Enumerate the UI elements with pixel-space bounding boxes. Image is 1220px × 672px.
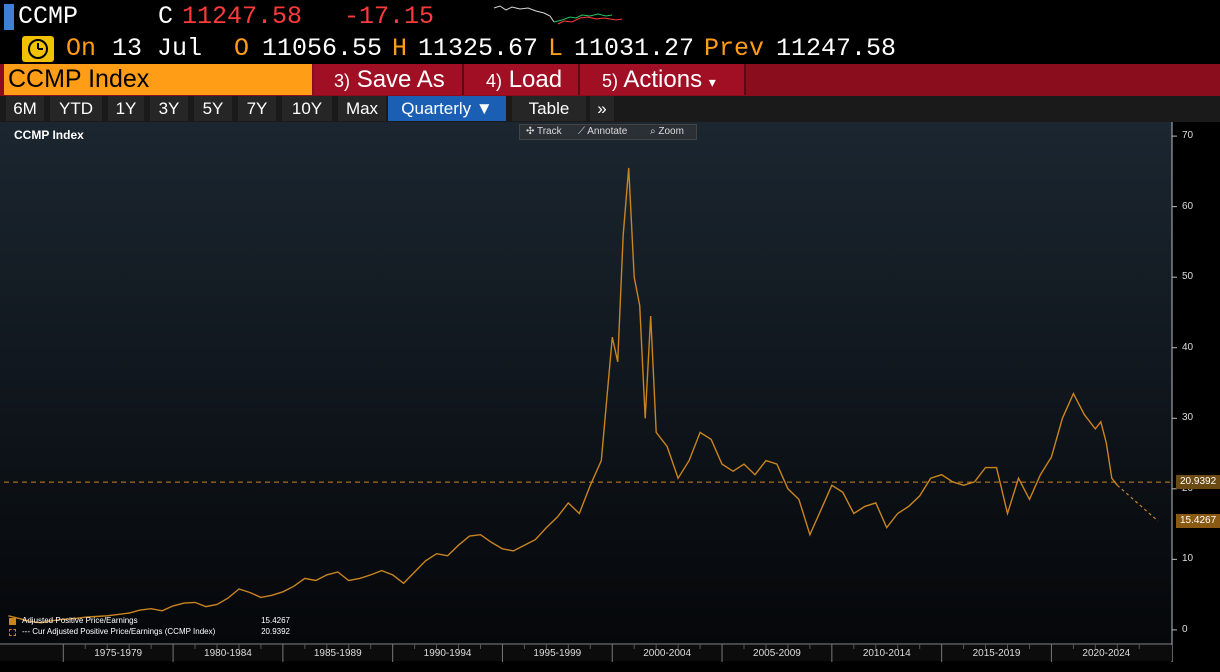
- frequency-dropdown[interactable]: Quarterly ▼: [388, 96, 506, 121]
- close-label: C: [158, 2, 174, 31]
- quote-date: 13 Jul: [112, 34, 203, 63]
- table-button[interactable]: Table: [512, 96, 586, 121]
- y-tick-label: 10: [1182, 553, 1194, 565]
- save-as-label: Save As: [356, 66, 445, 93]
- security-indicator: [4, 4, 14, 30]
- legend-item-pe: Adjusted Positive Price/Earnings 15.4267: [6, 616, 294, 627]
- period-7y[interactable]: 7Y: [238, 96, 276, 121]
- last-price: 11247.58: [182, 2, 303, 31]
- period-max[interactable]: Max: [338, 96, 386, 121]
- save-as-button[interactable]: 3) Save As: [314, 64, 464, 95]
- period-10y[interactable]: 10Y: [282, 96, 332, 121]
- save-as-shortcut: 3): [334, 71, 351, 91]
- actions-label: Actions: [623, 66, 703, 93]
- pe-chart[interactable]: [0, 122, 1220, 672]
- sparkline-down: [493, 5, 555, 23]
- open-value: 11056.55: [262, 34, 383, 63]
- x-tick-label: 2000-2004: [643, 648, 692, 659]
- load-button[interactable]: 4) Load: [464, 64, 580, 95]
- legend-value-pe: 15.4267: [261, 616, 290, 625]
- zoom-tool[interactable]: ⌕ Zoom: [650, 126, 684, 137]
- x-tick-label: 2005-2009: [753, 648, 801, 659]
- ohlc-line: On 13 Jul O 11056.55 H 11325.67 L 11031.…: [0, 34, 1220, 64]
- period-5y[interactable]: 5Y: [194, 96, 232, 121]
- x-tick-label: 1995-1999: [533, 648, 582, 659]
- sparkline-up: [553, 13, 613, 23]
- on-label: On: [66, 34, 97, 63]
- ticker-symbol[interactable]: CCMP: [18, 2, 79, 31]
- intraday-sparkline: [493, 5, 623, 25]
- legend-value-cur-pe: 20.9392: [261, 627, 290, 636]
- clock-icon[interactable]: [22, 36, 54, 62]
- x-tick-label: 1980-1984: [204, 648, 252, 659]
- open-label: O: [234, 34, 250, 63]
- low-label: L: [548, 34, 564, 63]
- low-value: 11031.27: [574, 34, 695, 63]
- flag-last-pe: 15.4267: [1176, 514, 1220, 529]
- y-tick-label: 70: [1182, 130, 1194, 142]
- high-value: 11325.67: [418, 34, 539, 63]
- flag-current-pe: 20.9392: [1176, 475, 1220, 490]
- y-tick-label: 40: [1182, 341, 1194, 353]
- plot-background: [0, 122, 1172, 644]
- high-label: H: [392, 34, 408, 63]
- sparkline-red: [557, 16, 623, 25]
- x-tick-label: 1975-1979: [94, 648, 143, 659]
- actions-shortcut: 5): [602, 71, 619, 91]
- x-tick-label: 2015-2019: [972, 648, 1021, 659]
- more-button[interactable]: »: [590, 96, 614, 121]
- x-axis-band: [0, 645, 1172, 661]
- legend-item-cur-pe: --- Cur Adjusted Positive Price/Earnings…: [6, 627, 294, 638]
- period-ytd[interactable]: YTD: [50, 96, 102, 121]
- x-tick-label: 1990-1994: [423, 648, 472, 659]
- legend-label-pe: Adjusted Positive Price/Earnings: [22, 616, 138, 625]
- chart-panel: CCMP Index ✣ Track ⟋ Annotate ⌕ Zoom 0 10…: [0, 122, 1220, 672]
- net-change: -17.15: [344, 2, 435, 31]
- y-tick-label: 60: [1182, 200, 1194, 212]
- chart-legend: Adjusted Positive Price/Earnings 15.4267…: [6, 616, 294, 638]
- x-tick-label: 2010-2014: [862, 648, 911, 659]
- quote-header: CCMP C 11247.58 -17.15: [0, 0, 1220, 34]
- load-label: Load: [508, 66, 563, 93]
- chart-title: CCMP Index: [14, 128, 84, 142]
- track-tool[interactable]: ✣ Track: [526, 126, 562, 137]
- y-tick-label: 50: [1182, 271, 1194, 283]
- load-shortcut: 4): [486, 71, 503, 91]
- period-1y[interactable]: 1Y: [108, 96, 144, 121]
- actions-button[interactable]: 5) Actions ▾: [580, 64, 746, 95]
- chevron-down-icon: ▾: [708, 74, 716, 90]
- x-tick-label: 2020-2024: [1082, 648, 1131, 659]
- prev-value: 11247.58: [776, 34, 897, 63]
- pe-series-line: [8, 167, 1118, 624]
- y-tick-label: 0: [1182, 623, 1188, 635]
- prev-label: Prev: [704, 34, 765, 63]
- period-3y[interactable]: 3Y: [150, 96, 188, 121]
- legend-label-cur-pe: --- Cur Adjusted Positive Price/Earnings…: [22, 627, 216, 636]
- security-field[interactable]: CCMP Index: [4, 64, 312, 95]
- clock-icon-glyph: [28, 39, 48, 59]
- legend-swatch-pe: [9, 618, 16, 625]
- period-6m[interactable]: 6M: [6, 96, 44, 121]
- x-tick-label: 1985-1989: [313, 648, 362, 659]
- chart-tools: ✣ Track ⟋ Annotate ⌕ Zoom: [519, 124, 697, 140]
- annotate-tool[interactable]: ⟋ Annotate: [578, 126, 628, 137]
- legend-swatch-cur-pe: [9, 629, 16, 636]
- y-tick-label: 30: [1182, 412, 1194, 424]
